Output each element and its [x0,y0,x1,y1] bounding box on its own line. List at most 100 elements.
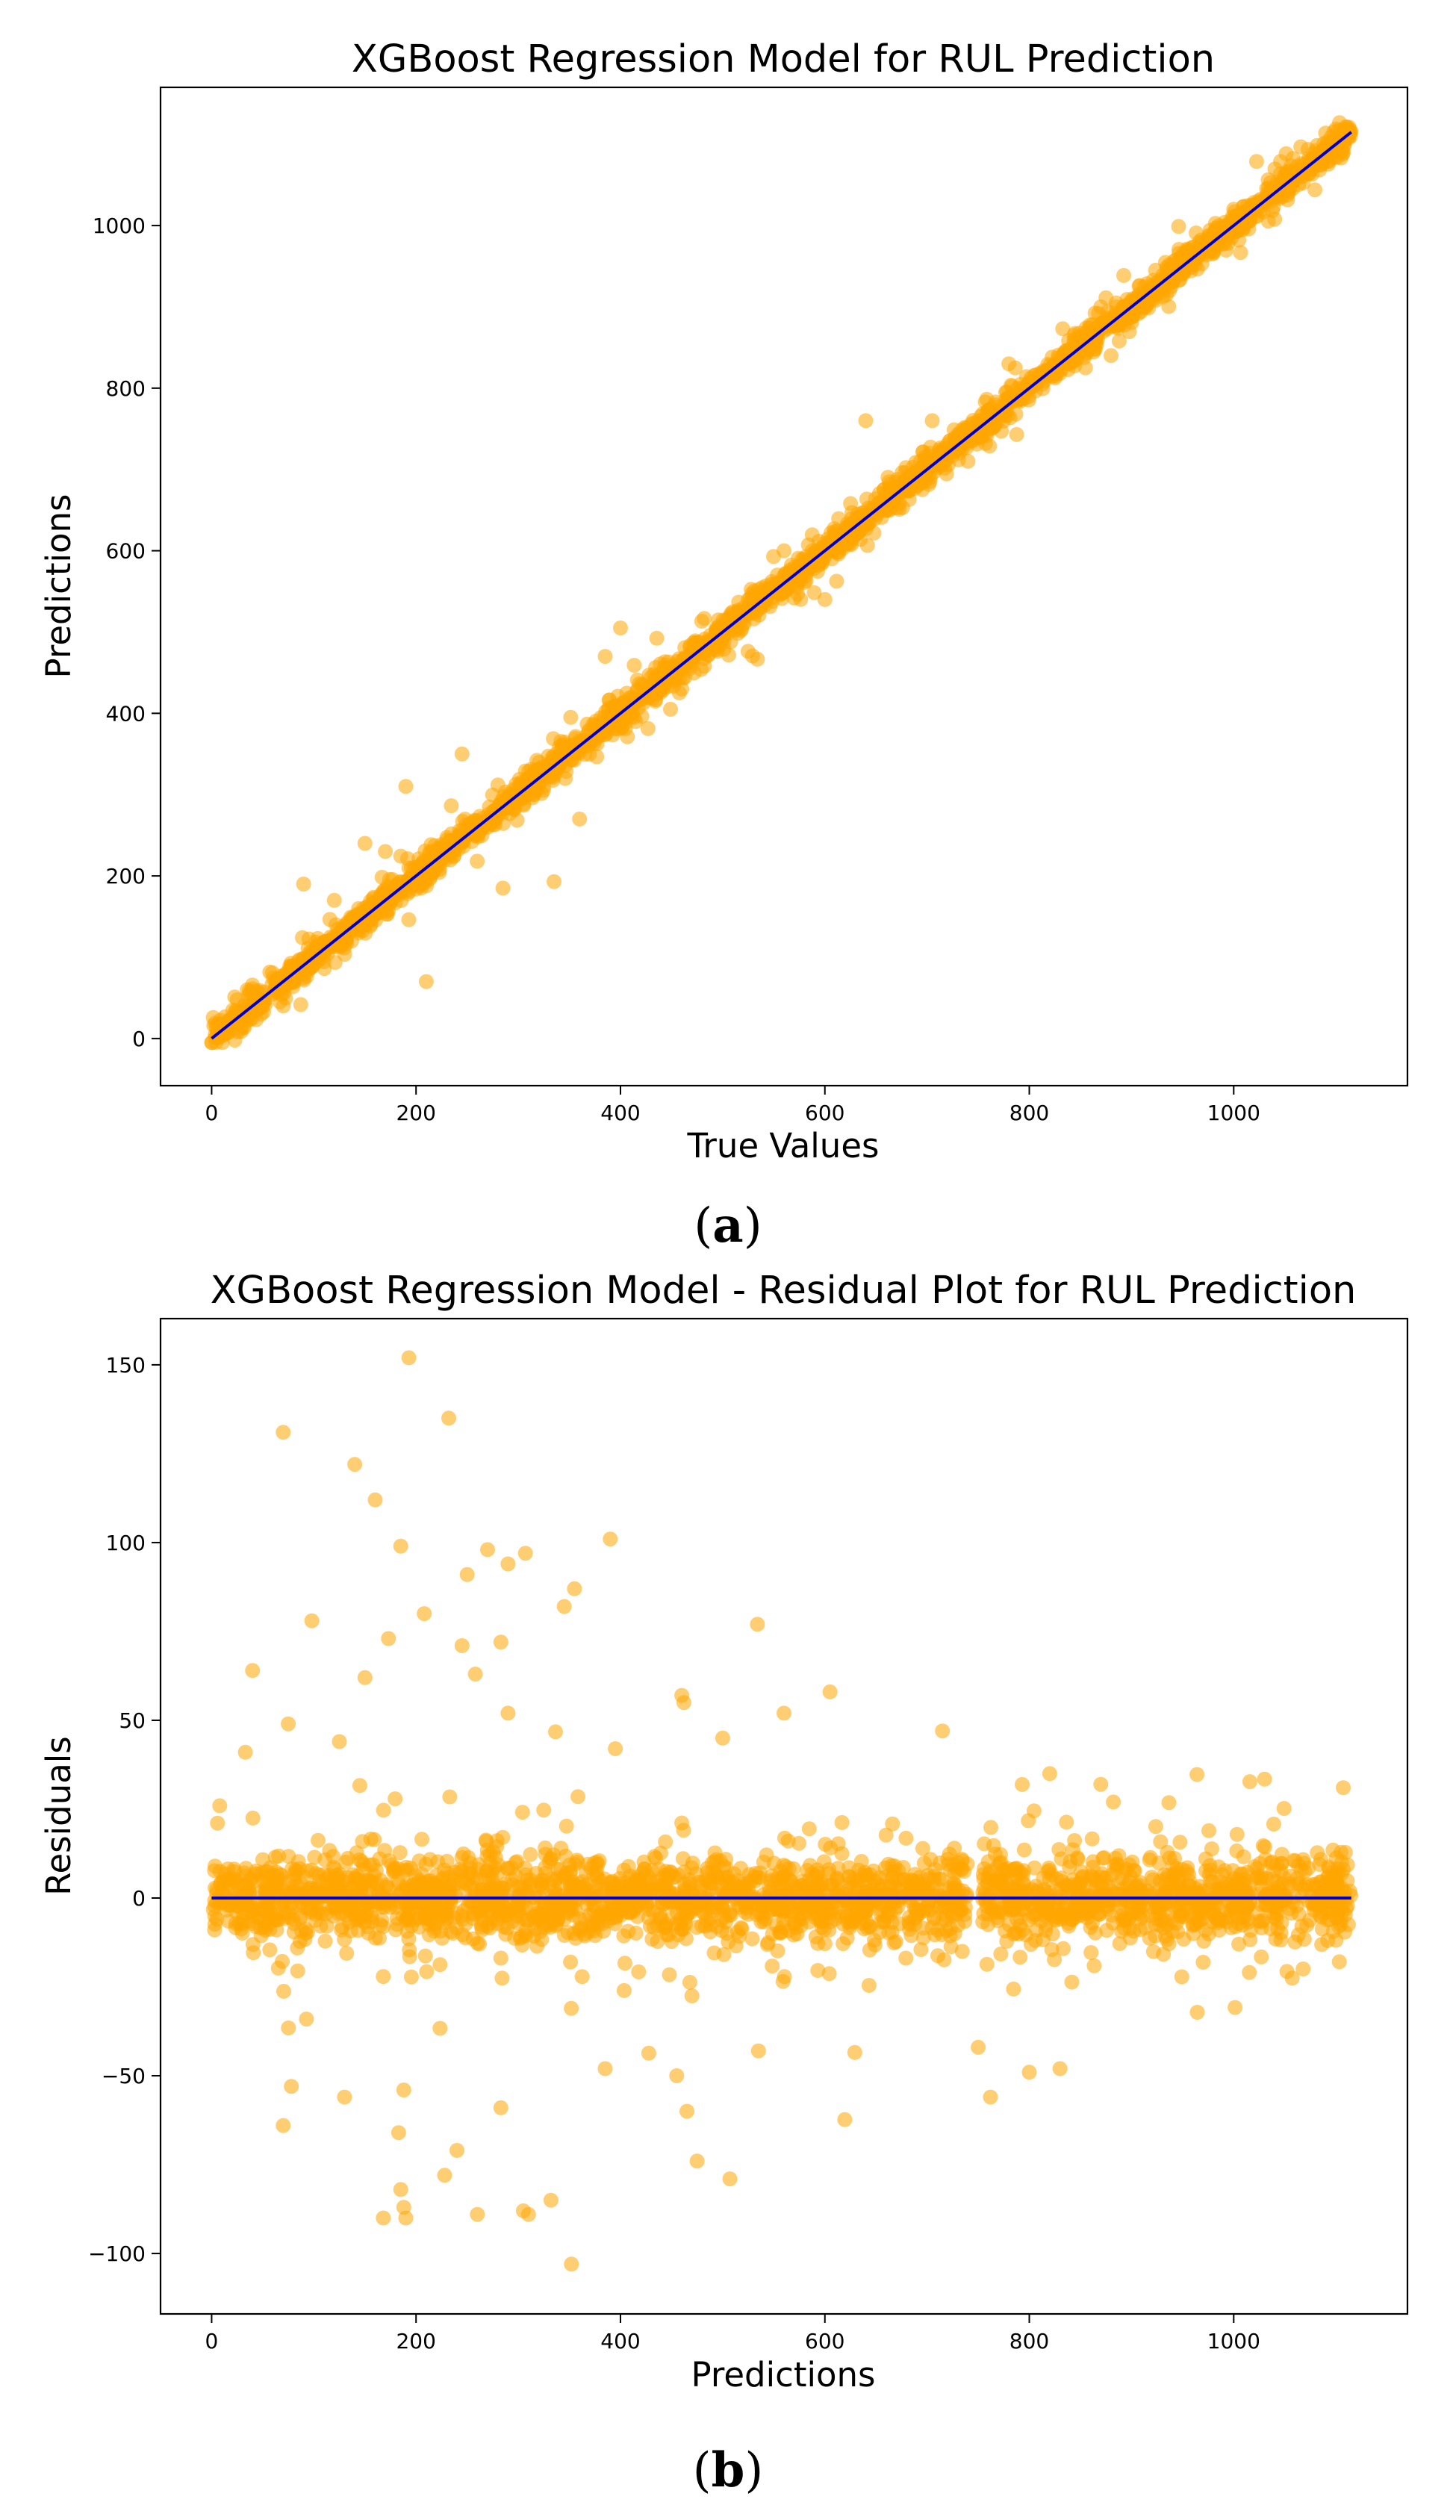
chart-b-point [1276,1801,1292,1816]
chart-a-point [444,798,459,814]
chart-a-point [558,771,573,786]
chart-a-point [1151,281,1166,296]
chart-b-point [915,1930,931,1946]
chart-b-point [574,1969,590,1985]
chart-b-point [933,1855,948,1870]
chart-b-point [1145,1872,1161,1888]
chart-a-point [777,543,791,559]
chart-a-point [317,961,332,977]
chart-b-point [1083,1945,1099,1960]
chart-a-point [495,815,511,831]
chart-b-point [276,1983,291,1999]
chart-b-point [823,1840,839,1855]
chart-a-point [968,426,983,441]
chart-b-point [523,1847,538,1862]
chart-a-point [401,912,417,927]
chart-a-point [550,753,565,768]
chart-a-point [1233,245,1248,261]
chart-b-point [724,1907,739,1923]
chart-b-point [430,1854,446,1870]
chart-b-point [1142,1852,1157,1867]
chart-b-point [801,1821,817,1837]
chart-a-point [1115,302,1130,317]
chart-b-point [1273,1925,1289,1941]
chart-b-point [834,1814,850,1830]
chart-b-point [847,2044,862,2060]
chart-b-point [1284,1970,1300,1986]
chart-b-point [373,1917,388,1932]
chart-b-point [731,1929,747,1944]
chart-a-y-tick-label: 0 [132,1027,146,1051]
chart-b-point [744,1931,760,1947]
chart-b-point [570,1789,586,1805]
chart-b-point [1012,1950,1028,1965]
chart-b-point [650,1934,665,1950]
chart-b-point [916,1855,932,1871]
chart-b-point [867,1932,882,1948]
chart-a-point [725,604,741,620]
chart-a-point [663,701,678,717]
chart-b-point [1067,1833,1083,1848]
chart-b-point [895,1860,911,1875]
chart-b-point [1229,1826,1245,1842]
chart-a-point [1055,321,1071,337]
chart-b-point [1196,1933,1212,1949]
chart-a-point [296,972,311,988]
chart-b-point [617,1956,632,1971]
chart-b-point [1145,1944,1161,1959]
chart-b-point [1242,1774,1257,1790]
chart-a-reference-line [211,131,1352,1040]
chart-b-point [1339,1901,1354,1917]
chart-a-point [1001,393,1016,408]
chart-a-point [648,660,664,675]
chart-b-point [765,1959,780,1974]
chart-a-point [1104,348,1119,364]
chart-a-point [422,846,438,862]
chart-a-point [496,789,511,804]
chart-b-point [376,1969,391,1985]
chart-a-panel-letter: a [712,1198,743,1254]
chart-b-point [402,1949,417,1964]
chart-b-point [372,1930,387,1946]
chart-a-point [1132,278,1148,293]
chart-b-point [1006,1981,1021,1997]
chart-a-point [296,877,311,892]
chart-b-point [1086,1958,1102,1973]
chart-b-title: XGBoost Regression Model - Residual Plot… [211,1269,1357,1313]
chart-a-point [694,614,709,629]
chart-b-point [1342,1883,1357,1899]
chart-b-point [641,2045,656,2061]
chart-b-point [498,1926,514,1942]
chart-a-point [1306,146,1322,161]
chart-b-point [837,2112,853,2127]
chart-b-point [783,1873,798,1889]
chart-b-point [1257,1771,1272,1787]
chart-b-point [1172,1835,1188,1850]
chart-b-point [682,1872,697,1888]
chart-a-point [606,701,621,717]
chart-a-reference-line-group [211,131,1352,1040]
chart-b-point [417,1948,433,1964]
chart-a-point [649,630,665,646]
chart-b-point [1016,1842,1032,1858]
chart-a-point [740,644,756,659]
chart-b-point [1302,1912,1318,1928]
chart-a-point [793,591,809,607]
chart-b-point [1189,1767,1205,1782]
chart-a-point [546,731,561,747]
chart-a-point [495,880,511,896]
chart-b-point [915,1841,930,1856]
chart-b-point [884,1914,900,1930]
chart-b-point [954,1944,970,1959]
chart-a-point [1111,333,1127,349]
chart-b-point [821,1966,837,1982]
chart-b-point [414,1832,429,1847]
chart-a-point [222,1013,237,1028]
chart-b-point [401,1931,417,1947]
chart-a-point [629,689,645,705]
chart-b-point [526,1929,541,1944]
chart-a-point [591,727,607,742]
chart-a-points [204,115,1359,1051]
chart-b-point [326,1849,341,1864]
chart-a-point [1278,146,1294,161]
